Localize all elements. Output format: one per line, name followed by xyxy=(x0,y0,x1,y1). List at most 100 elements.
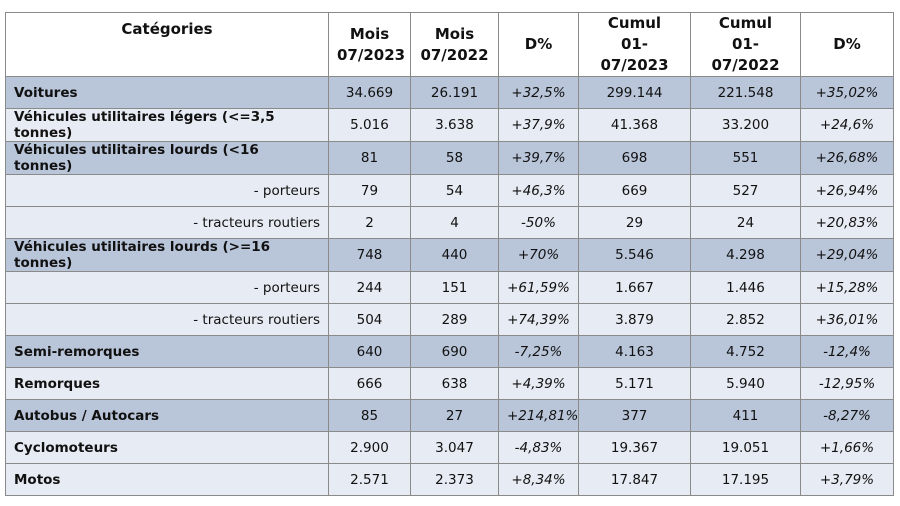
pct-cell: -8,27% xyxy=(800,399,894,432)
header-text: 07/2023 xyxy=(337,45,406,64)
pct-cell: +36,01% xyxy=(800,303,894,336)
value-cell: 19.367 xyxy=(578,431,691,464)
header-text: Catégories xyxy=(121,20,213,38)
value-cell: 698 xyxy=(578,141,691,175)
category-label: - porteurs xyxy=(5,174,329,207)
category-label: Véhicules utilitaires lourds (>=16 tonne… xyxy=(5,238,329,272)
pct-cell: +26,94% xyxy=(800,174,894,207)
value-cell: 3.879 xyxy=(578,303,691,336)
header-text: D% xyxy=(524,35,553,53)
pct-cell: +214,81% xyxy=(498,399,579,432)
pct-cell: -12,95% xyxy=(800,367,894,400)
header-text: 01-07/2023 xyxy=(600,35,669,74)
table-row: Autobus / Autocars 85 27 +214,81% 377 411 -8,2… xyxy=(5,399,894,432)
category-label: Remorques xyxy=(5,367,329,400)
pct-cell: -7,25% xyxy=(498,335,579,368)
header-cell: Mois 07/2022 xyxy=(410,12,499,77)
pct-cell: +26,68% xyxy=(800,141,894,175)
pct-cell: -50% xyxy=(498,206,579,239)
category-label: Semi-remorques xyxy=(5,335,329,368)
value-cell: 244 xyxy=(328,271,411,304)
pct-cell: -12,4% xyxy=(800,335,894,368)
value-cell: 4.163 xyxy=(578,335,691,368)
table-row: Véhicules utilitaires légers (<=3,5 tonn… xyxy=(5,108,894,142)
category-label: Cyclomoteurs xyxy=(5,431,329,464)
pct-cell: -4,83% xyxy=(498,431,579,464)
table-row: - tracteurs routiers 504 289 +74,39% 3.879 2.… xyxy=(5,303,894,336)
pct-cell: +32,5% xyxy=(498,76,579,109)
table-row: Véhicules utilitaires lourds (>=16 tonne… xyxy=(5,238,894,272)
header-row: Catégories Mois 07/2023 Mois 07/2022 D% Cumul 0… xyxy=(5,12,894,77)
category-label: - tracteurs routiers xyxy=(5,303,329,336)
pct-cell: +24,6% xyxy=(800,108,894,142)
value-cell: 27 xyxy=(410,399,499,432)
value-cell: 2 xyxy=(328,206,411,239)
table-row: Motos 2.571 2.373 +8,34% 17.847 17.195 +3,79% xyxy=(5,463,894,496)
category-label: - tracteurs routiers xyxy=(5,206,329,239)
value-cell: 85 xyxy=(328,399,411,432)
pct-cell: +8,34% xyxy=(498,463,579,496)
value-cell: 440 xyxy=(410,238,499,272)
value-cell: 221.548 xyxy=(690,76,801,109)
value-cell: 527 xyxy=(690,174,801,207)
value-cell: 4.298 xyxy=(690,238,801,272)
value-cell: 1.667 xyxy=(578,271,691,304)
value-cell: 26.191 xyxy=(410,76,499,109)
table-row: - tracteurs routiers 2 4 -50% 29 24 +20,83% xyxy=(5,206,894,239)
header-text: Mois xyxy=(434,24,475,43)
value-cell: 41.368 xyxy=(578,108,691,142)
header-text: 01-07/2022 xyxy=(711,35,780,74)
table-row: - porteurs 79 54 +46,3% 669 527 +26,94% xyxy=(5,174,894,207)
value-cell: 29 xyxy=(578,206,691,239)
value-cell: 17.847 xyxy=(578,463,691,496)
pct-cell: +70% xyxy=(498,238,579,272)
table-row: Remorques 666 638 +4,39% 5.171 5.940 -12,95% xyxy=(5,367,894,400)
header-cell: D% xyxy=(498,12,579,77)
value-cell: 58 xyxy=(410,141,499,175)
value-cell: 79 xyxy=(328,174,411,207)
value-cell: 54 xyxy=(410,174,499,207)
table-row: Voitures 34.669 26.191 +32,5% 299.144 221.548… xyxy=(5,76,894,109)
header-cell: Mois 07/2023 xyxy=(328,12,411,77)
value-cell: 2.900 xyxy=(328,431,411,464)
value-cell: 81 xyxy=(328,141,411,175)
value-cell: 34.669 xyxy=(328,76,411,109)
value-cell: 151 xyxy=(410,271,499,304)
value-cell: 299.144 xyxy=(578,76,691,109)
table-row: Véhicules utilitaires lourds (<16 tonnes… xyxy=(5,141,894,175)
header-text: Mois xyxy=(349,24,390,43)
category-label: Autobus / Autocars xyxy=(5,399,329,432)
value-cell: 5.940 xyxy=(690,367,801,400)
value-cell: 551 xyxy=(690,141,801,175)
pct-cell: +29,04% xyxy=(800,238,894,272)
pct-cell: +74,39% xyxy=(498,303,579,336)
stats-table: Catégories Mois 07/2023 Mois 07/2022 D% Cumul 0… xyxy=(5,12,894,496)
pct-cell: +37,9% xyxy=(498,108,579,142)
value-cell: 669 xyxy=(578,174,691,207)
header-text: 07/2022 xyxy=(420,45,489,64)
header-cell: Catégories xyxy=(5,12,329,77)
pct-cell: +4,39% xyxy=(498,367,579,400)
value-cell: 5.016 xyxy=(328,108,411,142)
value-cell: 2.373 xyxy=(410,463,499,496)
value-cell: 3.638 xyxy=(410,108,499,142)
value-cell: 17.195 xyxy=(690,463,801,496)
value-cell: 5.546 xyxy=(578,238,691,272)
table-body: Voitures 34.669 26.191 +32,5% 299.144 221.548… xyxy=(5,76,894,496)
value-cell: 504 xyxy=(328,303,411,336)
value-cell: 690 xyxy=(410,335,499,368)
pct-cell: +20,83% xyxy=(800,206,894,239)
header-text: D% xyxy=(833,35,861,53)
table-row: - porteurs 244 151 +61,59% 1.667 1.446 +15,28% xyxy=(5,271,894,304)
value-cell: 2.852 xyxy=(690,303,801,336)
value-cell: 33.200 xyxy=(690,108,801,142)
value-cell: 4.752 xyxy=(690,335,801,368)
pct-cell: +61,59% xyxy=(498,271,579,304)
value-cell: 289 xyxy=(410,303,499,336)
value-cell: 3.047 xyxy=(410,431,499,464)
pct-cell: +3,79% xyxy=(800,463,894,496)
header-text: Cumul xyxy=(607,14,662,32)
pct-cell: +46,3% xyxy=(498,174,579,207)
value-cell: 4 xyxy=(410,206,499,239)
